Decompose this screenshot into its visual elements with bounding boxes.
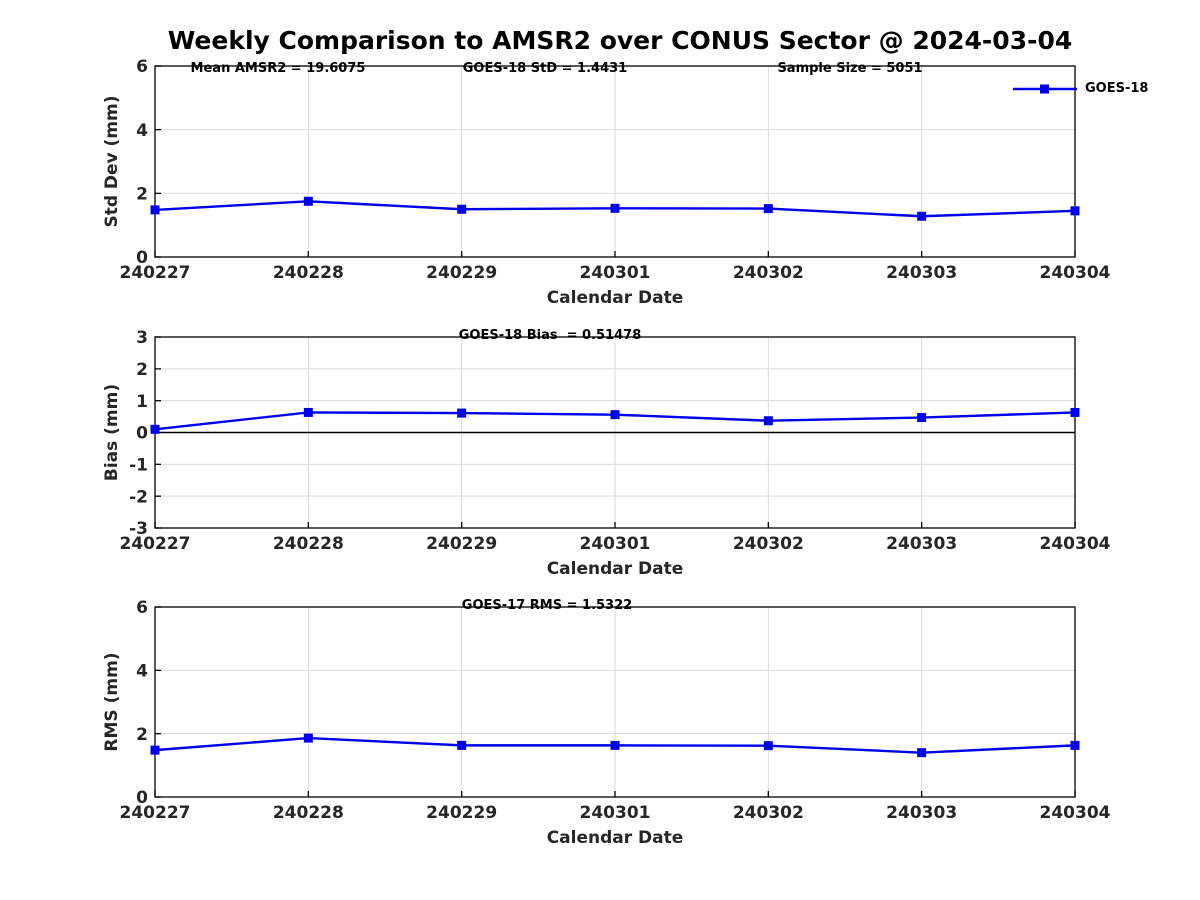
x-tick-label: 240228 <box>273 263 344 283</box>
subplot-bias: -3 -2 -1 0 1 2 3 240227 240228 240229 240301 240302… <box>102 328 1111 579</box>
y-tick-label: 0 <box>136 424 148 444</box>
subplot-std-dev: 0 2 4 6 240227 240228 240229 240301 240302 240303… <box>102 57 1111 308</box>
x-tick-label: 240303 <box>886 263 957 283</box>
chart-title: Weekly Comparison to AMSR2 over CONUS Se… <box>167 26 1073 55</box>
legend-label: GOES-18 <box>1085 81 1149 96</box>
data-point-marker <box>917 748 927 758</box>
data-point-marker <box>610 203 620 213</box>
x-tick-label: 240229 <box>426 263 497 283</box>
data-point-marker <box>457 204 467 214</box>
subplot-rms: 0 2 4 6 240227 240228 240229 240301 240302 240303… <box>102 598 1111 848</box>
x-tick-label: 240302 <box>733 803 804 823</box>
x-tick-label: 240303 <box>886 803 957 823</box>
x-tick-label: 240303 <box>886 534 957 554</box>
y-tick-label: 2 <box>136 360 148 380</box>
y-tick-label: 4 <box>136 121 148 141</box>
x-tick-label: 240301 <box>580 534 651 554</box>
y-axis-label: Std Dev (mm) <box>102 95 122 227</box>
y-tick-label: 3 <box>136 328 148 348</box>
y-tick-label: 6 <box>136 598 148 618</box>
y-tick-label: 2 <box>136 725 148 745</box>
data-point-marker <box>917 211 927 221</box>
x-tick-label: 240302 <box>733 534 804 554</box>
y-tick-label: 0 <box>136 788 148 808</box>
x-tick-label: 240229 <box>426 534 497 554</box>
data-point-marker <box>610 740 620 750</box>
x-tick-label: 240228 <box>273 803 344 823</box>
data-point-marker <box>457 740 467 750</box>
y-tick-label: 6 <box>136 57 148 77</box>
data-point-marker <box>303 733 313 743</box>
legend-line-sample-icon <box>1013 84 1077 93</box>
legend: GOES-18 <box>1012 81 1148 96</box>
y-tick-label: 4 <box>136 661 148 681</box>
x-axis-label: Calendar Date <box>547 559 684 579</box>
y-tick-label: 2 <box>136 184 148 204</box>
stat-goes17-rms: GOES-17 RMS = 1.5322 <box>461 598 633 613</box>
data-point-marker <box>303 196 313 206</box>
x-tick-label: 240228 <box>273 534 344 554</box>
data-point-marker <box>610 410 620 420</box>
y-axis-label: RMS (mm) <box>102 652 122 751</box>
y-axis-label: Bias (mm) <box>102 384 122 481</box>
y-tick-label: -3 <box>129 519 148 539</box>
x-tick-label: 240304 <box>1040 534 1111 554</box>
data-point-marker <box>1070 740 1080 750</box>
y-tick-label: -2 <box>129 487 148 507</box>
x-axis-label: Calendar Date <box>547 828 684 848</box>
stat-goes18-std: GOES-18 StD = 1.4431 <box>462 61 628 76</box>
data-point-marker <box>303 407 313 417</box>
y-tick-label: 1 <box>136 392 148 412</box>
y-tick-label: -1 <box>129 455 148 475</box>
data-point-marker <box>1070 206 1080 216</box>
stat-mean-amsr2: Mean AMSR2 = 19.6075 <box>190 61 366 76</box>
data-point-marker <box>457 408 467 418</box>
data-point-marker <box>763 741 773 751</box>
data-point-marker <box>150 424 160 434</box>
x-tick-label: 240302 <box>733 263 804 283</box>
data-point-marker <box>763 416 773 426</box>
x-tick-label: 240227 <box>120 534 191 554</box>
x-axis-label: Calendar Date <box>547 288 684 308</box>
y-tick-label: 0 <box>136 248 148 268</box>
x-tick-label: 240304 <box>1040 803 1111 823</box>
stat-goes18-bias: GOES-18 Bias = 0.51478 <box>458 328 642 343</box>
x-tick-label: 240227 <box>120 803 191 823</box>
stat-sample-size: Sample Size = 5051 <box>777 61 923 76</box>
x-tick-label: 240227 <box>120 263 191 283</box>
data-point-marker <box>917 413 927 423</box>
data-point-marker <box>763 204 773 214</box>
x-tick-label: 240229 <box>426 803 497 823</box>
data-point-marker <box>150 745 160 755</box>
data-point-marker <box>150 205 160 215</box>
x-tick-label: 240301 <box>580 263 651 283</box>
x-tick-label: 240304 <box>1040 263 1111 283</box>
data-point-marker <box>1070 407 1080 417</box>
x-tick-label: 240301 <box>580 803 651 823</box>
